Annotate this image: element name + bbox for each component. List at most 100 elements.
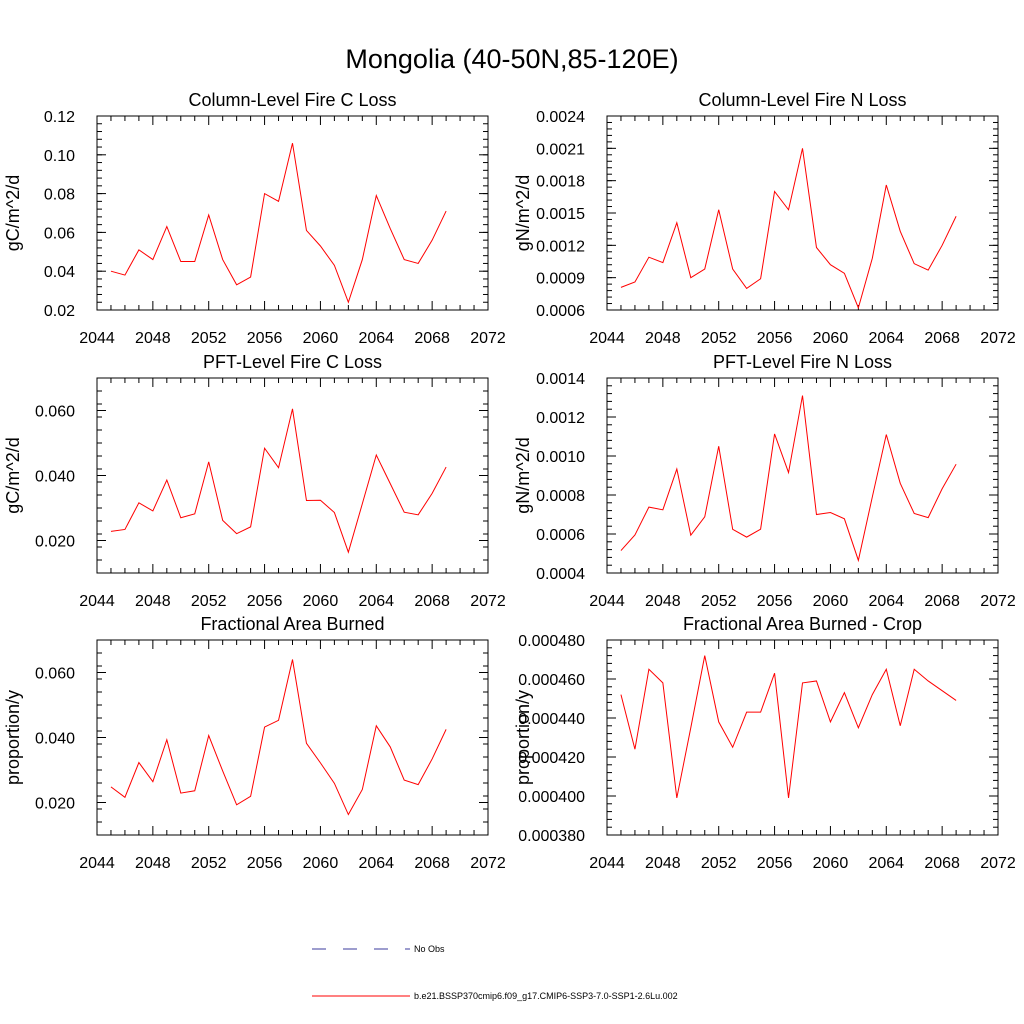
x-tick-label: 2072 <box>980 330 1016 347</box>
x-tick-label: 2060 <box>303 330 339 347</box>
x-tick-label: 2044 <box>589 855 625 872</box>
y-tick-label: 0.020 <box>35 534 75 551</box>
x-tick-label: 2072 <box>980 593 1016 610</box>
plot-frame <box>96 377 489 574</box>
x-tick-label: 2052 <box>701 330 737 347</box>
series-line <box>110 143 447 304</box>
x-tick-label: 2044 <box>79 855 115 872</box>
plot-frame <box>606 639 999 836</box>
x-tick-label: 2052 <box>701 593 737 610</box>
y-tick-label: 0.08 <box>44 187 75 204</box>
series-line <box>110 408 447 554</box>
y-tick-label: 0.10 <box>44 148 75 165</box>
y-tick-label: 0.0024 <box>536 109 585 126</box>
x-tick-label: 2060 <box>813 855 849 872</box>
y-tick-label: 0.060 <box>35 666 75 683</box>
series-line <box>620 148 957 310</box>
plot-frame <box>96 639 489 836</box>
chart-title: Column-Level Fire N Loss <box>698 90 906 110</box>
y-tick-label: 0.0018 <box>536 174 585 191</box>
x-tick-label: 2068 <box>924 330 960 347</box>
chart-title: PFT-Level Fire N Loss <box>713 352 892 372</box>
x-tick-label: 2072 <box>470 593 506 610</box>
y-tick-label: 0.060 <box>35 404 75 421</box>
chart-panel: 2044 2048 2052 2056 2060 2064 2068 2072 0.02 0.04… <box>3 90 506 347</box>
chart-title: Fractional Area Burned <box>200 614 384 634</box>
x-tick-label: 2052 <box>701 855 737 872</box>
y-tick-label: 0.0021 <box>536 141 585 158</box>
x-tick-label: 2060 <box>813 330 849 347</box>
y-tick-label: 0.000480 <box>518 633 585 650</box>
y-axis-label: gN/m^2/d <box>513 175 533 251</box>
y-tick-label: 0.0006 <box>536 527 585 544</box>
plot-frame <box>606 377 999 574</box>
y-tick-label: 0.0006 <box>536 303 585 320</box>
y-tick-label: 0.0012 <box>536 238 585 255</box>
x-tick-label: 2044 <box>589 330 625 347</box>
x-tick-label: 2064 <box>358 855 394 872</box>
y-tick-label: 0.0015 <box>536 206 585 223</box>
y-tick-label: 0.0012 <box>536 410 585 427</box>
x-tick-label: 2048 <box>645 330 681 347</box>
x-tick-label: 2060 <box>303 855 339 872</box>
y-tick-label: 0.0009 <box>536 271 585 288</box>
x-tick-label: 2056 <box>247 330 283 347</box>
chart-panels: 2044 2048 2052 2056 2060 2064 2068 2072 0.02 0.04… <box>3 90 1016 872</box>
y-tick-label: 0.0014 <box>536 371 585 388</box>
x-tick-label: 2056 <box>757 855 793 872</box>
x-tick-label: 2064 <box>868 330 904 347</box>
x-tick-label: 2068 <box>924 855 960 872</box>
y-tick-label: 0.0008 <box>536 488 585 505</box>
x-tick-label: 2068 <box>414 593 450 610</box>
x-tick-label: 2068 <box>924 593 960 610</box>
x-tick-label: 2044 <box>589 593 625 610</box>
x-tick-label: 2052 <box>191 593 227 610</box>
chart-title: Fractional Area Burned - Crop <box>683 614 922 634</box>
page-title: Mongolia (40-50N,85-120E) <box>345 44 678 74</box>
x-tick-label: 2048 <box>645 593 681 610</box>
y-tick-label: 0.000380 <box>518 828 585 845</box>
chart-panel: 2044 2048 2052 2056 2060 2064 2068 2072 0.020 0.0… <box>3 352 506 610</box>
y-axis-label: proportion/y <box>513 690 533 785</box>
x-tick-label: 2044 <box>79 593 115 610</box>
x-tick-label: 2072 <box>470 330 506 347</box>
y-axis-label: gC/m^2/d <box>3 175 23 251</box>
chart-panel: 2044 2048 2052 2056 2060 2064 2068 2072 0.000380… <box>513 614 1016 872</box>
x-tick-label: 2072 <box>470 855 506 872</box>
y-axis-label: gC/m^2/d <box>3 437 23 513</box>
y-tick-label: 0.0004 <box>536 566 585 583</box>
x-tick-label: 2064 <box>358 330 394 347</box>
x-tick-label: 2056 <box>757 330 793 347</box>
x-tick-label: 2048 <box>645 855 681 872</box>
chart-title: Column-Level Fire C Loss <box>188 90 396 110</box>
y-tick-label: 0.000460 <box>518 672 585 689</box>
x-tick-label: 2048 <box>135 855 171 872</box>
x-tick-label: 2048 <box>135 330 171 347</box>
y-tick-label: 0.02 <box>44 303 75 320</box>
x-tick-label: 2068 <box>414 330 450 347</box>
x-tick-label: 2056 <box>757 593 793 610</box>
chart-title: PFT-Level Fire C Loss <box>203 352 382 372</box>
y-tick-label: 0.000420 <box>518 750 585 767</box>
x-tick-label: 2064 <box>868 593 904 610</box>
y-tick-label: 0.0010 <box>536 449 585 466</box>
x-tick-label: 2060 <box>813 593 849 610</box>
y-tick-label: 0.04 <box>44 264 75 281</box>
x-tick-label: 2072 <box>980 855 1016 872</box>
y-tick-label: 0.020 <box>35 796 75 813</box>
series-line <box>110 659 447 816</box>
y-axis-label: proportion/y <box>3 690 23 785</box>
x-tick-label: 2056 <box>247 855 283 872</box>
x-tick-label: 2044 <box>79 330 115 347</box>
x-tick-label: 2064 <box>868 855 904 872</box>
chart-panel: 2044 2048 2052 2056 2060 2064 2068 2072 0.0006 0.… <box>513 90 1016 347</box>
y-tick-label: 0.12 <box>44 109 75 126</box>
series-line <box>620 395 957 563</box>
x-tick-label: 2048 <box>135 593 171 610</box>
legend: No Obs b.e21.BSSP370cmip6.f09_g17.CMIP6-S… <box>312 944 678 1001</box>
legend-label: No Obs <box>414 944 445 954</box>
x-tick-label: 2052 <box>191 330 227 347</box>
y-tick-label: 0.000400 <box>518 789 585 806</box>
x-tick-label: 2056 <box>247 593 283 610</box>
